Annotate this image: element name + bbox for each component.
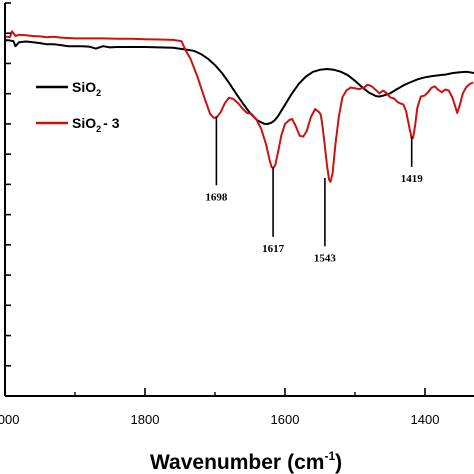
axis-layer: 2000 1800 1600 1400 bbox=[0, 2, 474, 427]
x-tick-label-3: 1400 bbox=[411, 412, 440, 427]
x-axis-title: Wavenumber (cm-1) bbox=[150, 449, 342, 474]
x-tick-label-0: 2000 bbox=[0, 412, 19, 427]
series-layer bbox=[5, 30, 474, 183]
legend-label-sio2: SiO2 bbox=[72, 79, 101, 98]
legend-label-sio2-3: SiO2- 3 bbox=[72, 115, 120, 134]
peak-label-0: 1698 bbox=[205, 191, 228, 203]
x-tick-label-2: 1600 bbox=[271, 412, 300, 427]
x-tick-label-1: 1800 bbox=[131, 412, 160, 427]
annotation-layer: 1698 1617 1543 1419 bbox=[205, 116, 423, 264]
series-line-1 bbox=[5, 30, 474, 183]
series-line-0 bbox=[5, 39, 474, 125]
peak-label-3: 1419 bbox=[401, 173, 424, 185]
peak-label-2: 1543 bbox=[314, 252, 337, 264]
peak-label-1: 1617 bbox=[262, 243, 285, 255]
legend: SiO2 SiO2- 3 bbox=[36, 79, 120, 134]
